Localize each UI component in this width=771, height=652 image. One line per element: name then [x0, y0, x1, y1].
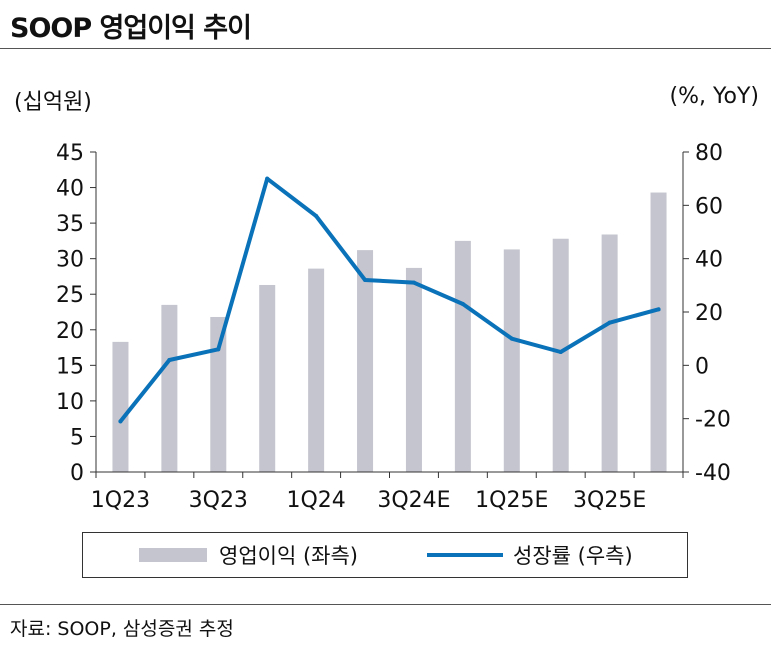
left-tick-label: 20 [56, 319, 84, 344]
x-tick-label: 3Q23 [189, 488, 248, 513]
right-tick-label: 0 [695, 354, 709, 379]
bar-3Q24E [405, 267, 422, 472]
growth-point-3Q23 [216, 347, 221, 352]
right-tick-label: -20 [695, 408, 731, 433]
bar-1Q24 [308, 268, 325, 472]
bar-3Q23 [210, 316, 227, 472]
right-tick-label: 60 [695, 194, 723, 219]
source-note: 자료: SOOP, 삼성증권 추정 [10, 618, 234, 640]
left-tick-label: 5 [70, 425, 84, 450]
legend-item-growth-rate: 성장률 (우측) [427, 533, 633, 577]
growth-point-2Q24 [363, 278, 368, 282]
growth-point-1Q25E [509, 336, 514, 341]
x-tick-label: 3Q25E [573, 488, 646, 513]
growth-point-4Q25E [656, 307, 661, 312]
x-tick-label: 1Q25E [475, 488, 548, 513]
growth-point-1Q24 [314, 214, 319, 218]
left-tick-label: 40 [56, 177, 84, 202]
left-tick-label: 45 [56, 141, 84, 166]
right-tick-label: 80 [695, 141, 723, 166]
legend-item-operating-profit: 영업이익 (좌측) [139, 533, 358, 577]
growth-point-4Q24E [460, 302, 465, 306]
left-tick-label: 0 [70, 461, 84, 486]
growth-point-3Q24E [411, 280, 416, 285]
legend-label-operating-profit: 영업이익 (좌측) [219, 544, 358, 568]
bar-1Q23 [112, 341, 129, 472]
x-tick-label: 1Q24 [286, 488, 345, 513]
chart-area: 0 5 10 15 20 25 30 35 40 45 -40 -20 0 20 40 60 80 1Q23 3Q2… [56, 141, 731, 513]
right-tick-label: 20 [695, 301, 723, 326]
title-divider [0, 48, 771, 49]
right-tick-label: 40 [695, 248, 723, 273]
x-tick-label: 3Q24E [377, 488, 450, 513]
right-axis-unit: (%, YoY) [669, 84, 759, 109]
bar-4Q23 [259, 284, 276, 472]
left-tick-label: 25 [56, 283, 84, 308]
bar-3Q25E [601, 234, 618, 472]
growth-point-4Q23 [265, 176, 270, 181]
left-tick-label: 10 [56, 390, 84, 415]
bar-2Q24 [357, 250, 374, 472]
left-axis-unit: (십억원) [14, 90, 92, 115]
legend-bar-swatch [139, 548, 207, 562]
legend-label-growth-rate: 성장률 (우측) [513, 544, 633, 568]
bar-4Q24E [454, 240, 471, 472]
right-tick-label: -40 [695, 461, 731, 486]
bar-2Q25E [552, 238, 569, 472]
growth-point-1Q23 [118, 419, 123, 424]
growth-rate-line [118, 176, 661, 424]
left-tick-label: 30 [56, 248, 84, 273]
chart-legend: 영업이익 (좌측) 성장률 (우측) [82, 532, 688, 578]
source-divider [0, 604, 771, 605]
bar-4Q25E [650, 192, 667, 473]
bar-1Q25E [503, 249, 520, 472]
growth-point-3Q25E [607, 320, 612, 325]
legend-line-swatch [427, 553, 503, 557]
growth-point-2Q23 [167, 358, 172, 362]
x-tick-label: 1Q23 [91, 488, 150, 513]
chart-title: SOOP 영업이익 추이 [10, 13, 252, 44]
left-tick-label: 15 [56, 354, 84, 379]
bar-2Q23 [161, 304, 178, 472]
growth-point-2Q25E [558, 350, 563, 354]
left-tick-label: 35 [56, 212, 84, 237]
